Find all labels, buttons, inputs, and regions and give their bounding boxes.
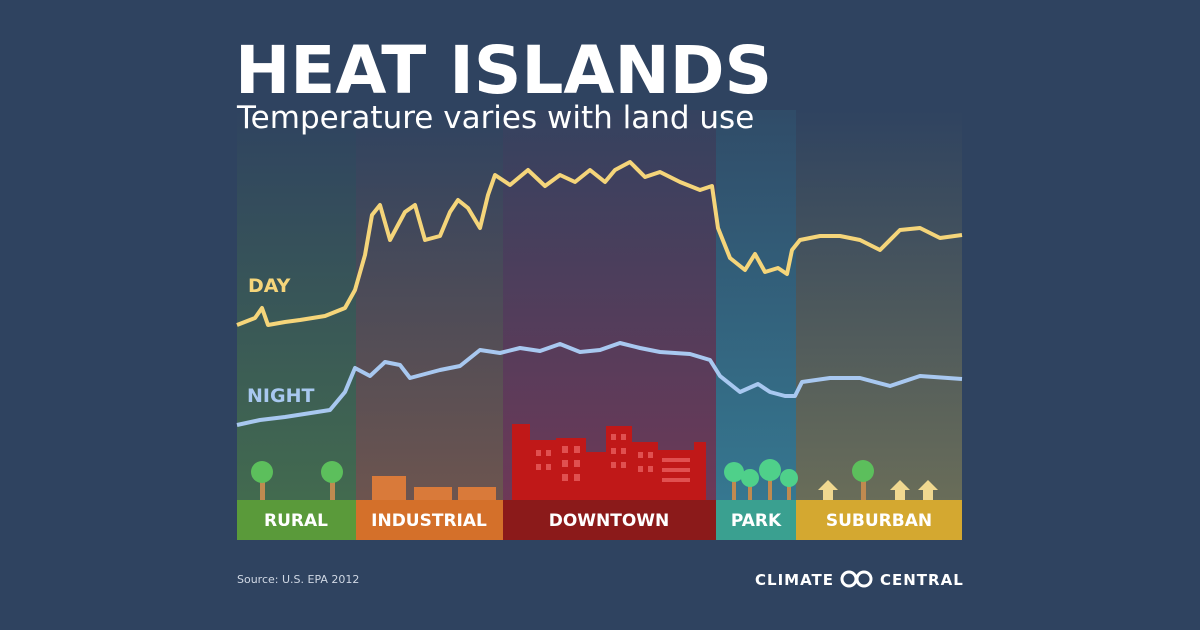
- suburban-band: [796, 500, 962, 540]
- park-trees: [724, 459, 798, 500]
- suburban-tree: [852, 460, 874, 500]
- downtown-windows: [536, 434, 690, 482]
- downtown-band: [503, 500, 716, 540]
- rural-zone: [237, 110, 356, 500]
- zone-label: DOWNTOWN: [549, 511, 670, 531]
- day-curve: [236, 160, 963, 327]
- park-zone: [716, 110, 796, 500]
- industrial-buildings: [372, 476, 496, 500]
- suburban-houses: [818, 480, 938, 500]
- title: HEAT ISLANDS: [235, 32, 772, 109]
- rural-trees: [251, 461, 343, 500]
- zone-label: INDUSTRIAL: [371, 511, 487, 531]
- industrial-zone: [356, 110, 503, 500]
- zone-label: SUBURBAN: [826, 511, 932, 531]
- subtitle: Temperature varies with land use: [236, 100, 754, 136]
- night-curve: [236, 341, 963, 427]
- logo-left: CLIMATE: [755, 571, 834, 589]
- zone-label: RURAL: [264, 511, 328, 531]
- industrial-band: [356, 500, 503, 540]
- logo-right: CENTRAL: [880, 571, 964, 589]
- night-label: NIGHT: [247, 385, 314, 407]
- day-label: DAY: [248, 275, 291, 297]
- suburban-zone: [796, 110, 962, 500]
- source: Source: U.S. EPA 2012: [237, 573, 359, 586]
- rural-band: [237, 500, 356, 540]
- logo-icon: [840, 570, 873, 588]
- park-band: [716, 500, 796, 540]
- zone-bar: RURAL INDUSTRIAL DOWNTOWN PARK SUBURBAN: [237, 500, 962, 540]
- zone-label: PARK: [731, 511, 782, 531]
